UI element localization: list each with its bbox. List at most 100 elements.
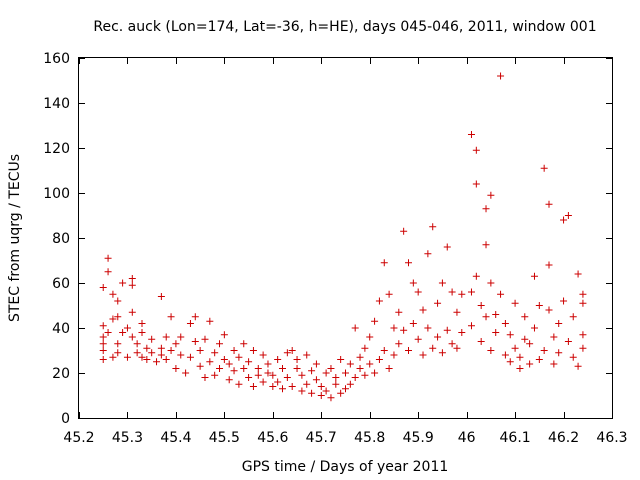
data-point bbox=[109, 315, 117, 323]
data-point bbox=[545, 306, 553, 314]
data-point bbox=[312, 360, 320, 368]
data-point bbox=[104, 329, 112, 336]
data-point bbox=[327, 365, 335, 372]
data-point bbox=[114, 340, 122, 348]
y-axis-label: STEC from uqrg / TECUs bbox=[7, 154, 23, 322]
data-point bbox=[274, 356, 282, 363]
data-point bbox=[472, 272, 480, 280]
data-point bbox=[385, 365, 393, 372]
data-point bbox=[109, 353, 117, 361]
data-point bbox=[564, 338, 572, 345]
data-point bbox=[550, 360, 558, 368]
x-tick-label: 45.5 bbox=[209, 430, 240, 446]
data-point bbox=[230, 367, 238, 375]
data-point bbox=[404, 347, 412, 354]
data-point bbox=[177, 333, 185, 341]
data-point bbox=[288, 347, 296, 354]
data-point bbox=[148, 349, 156, 357]
data-point bbox=[128, 281, 136, 289]
data-point bbox=[487, 279, 495, 287]
y-tick-label: 0 bbox=[61, 411, 70, 427]
data-point bbox=[157, 351, 165, 359]
data-point bbox=[443, 326, 451, 334]
data-point bbox=[182, 369, 190, 377]
data-point bbox=[429, 344, 437, 352]
data-point bbox=[162, 356, 170, 363]
data-point bbox=[477, 338, 485, 345]
data-point bbox=[245, 358, 253, 366]
data-point bbox=[264, 369, 272, 377]
data-point bbox=[375, 356, 383, 363]
data-point bbox=[414, 335, 422, 343]
data-point bbox=[128, 333, 136, 341]
data-point bbox=[409, 320, 417, 327]
data-point bbox=[99, 356, 107, 363]
data-point bbox=[279, 365, 287, 372]
data-point bbox=[492, 329, 500, 336]
data-point bbox=[99, 322, 107, 330]
data-point bbox=[99, 333, 107, 341]
data-point bbox=[143, 344, 151, 352]
data-point bbox=[114, 349, 122, 357]
data-point bbox=[540, 164, 548, 172]
data-point bbox=[201, 374, 209, 381]
data-point bbox=[530, 324, 538, 332]
data-point bbox=[380, 259, 388, 267]
data-point bbox=[482, 313, 490, 321]
data-point bbox=[274, 378, 282, 386]
data-point bbox=[371, 369, 379, 377]
data-point bbox=[279, 385, 287, 393]
data-point bbox=[264, 360, 272, 368]
data-point bbox=[114, 313, 122, 321]
data-point bbox=[225, 360, 233, 368]
data-point bbox=[346, 360, 354, 368]
y-tick-label: 80 bbox=[52, 231, 70, 247]
data-point bbox=[424, 324, 432, 332]
data-point bbox=[477, 302, 485, 309]
data-point bbox=[167, 313, 175, 321]
x-axis-label: GPS time / Days of year 2011 bbox=[242, 459, 449, 475]
y-tick-label: 20 bbox=[52, 366, 70, 382]
x-tick-label: 45.6 bbox=[257, 430, 288, 446]
data-point bbox=[574, 270, 582, 278]
data-point bbox=[211, 371, 219, 379]
data-point bbox=[303, 351, 311, 359]
data-point bbox=[133, 349, 141, 357]
data-point bbox=[254, 365, 262, 372]
data-point bbox=[230, 347, 238, 354]
data-point bbox=[128, 275, 136, 282]
data-point bbox=[506, 331, 514, 339]
data-point bbox=[438, 279, 446, 287]
data-point bbox=[366, 360, 374, 368]
data-point bbox=[303, 380, 311, 388]
data-point bbox=[162, 333, 170, 341]
data-point bbox=[482, 241, 490, 249]
data-point bbox=[123, 353, 131, 361]
data-point bbox=[526, 340, 534, 348]
data-point bbox=[497, 72, 505, 80]
data-point bbox=[206, 317, 214, 325]
data-point bbox=[506, 358, 514, 366]
data-point bbox=[579, 344, 587, 352]
data-point bbox=[414, 288, 422, 296]
data-point bbox=[448, 340, 456, 348]
data-point bbox=[434, 333, 442, 341]
data-point bbox=[516, 353, 524, 361]
data-point bbox=[453, 344, 461, 352]
x-tick-label: 45.2 bbox=[63, 430, 94, 446]
data-point bbox=[545, 200, 553, 208]
data-point bbox=[356, 365, 364, 372]
data-point bbox=[342, 385, 349, 393]
data-point bbox=[482, 205, 490, 213]
data-point bbox=[438, 349, 446, 357]
data-point bbox=[153, 358, 161, 366]
data-point bbox=[351, 374, 359, 381]
data-point bbox=[201, 335, 209, 343]
data-point bbox=[312, 376, 320, 384]
data-point bbox=[104, 268, 112, 276]
data-point bbox=[443, 243, 451, 251]
data-point bbox=[337, 356, 345, 363]
data-point bbox=[400, 227, 408, 235]
data-point bbox=[327, 394, 335, 402]
data-point bbox=[434, 299, 442, 307]
